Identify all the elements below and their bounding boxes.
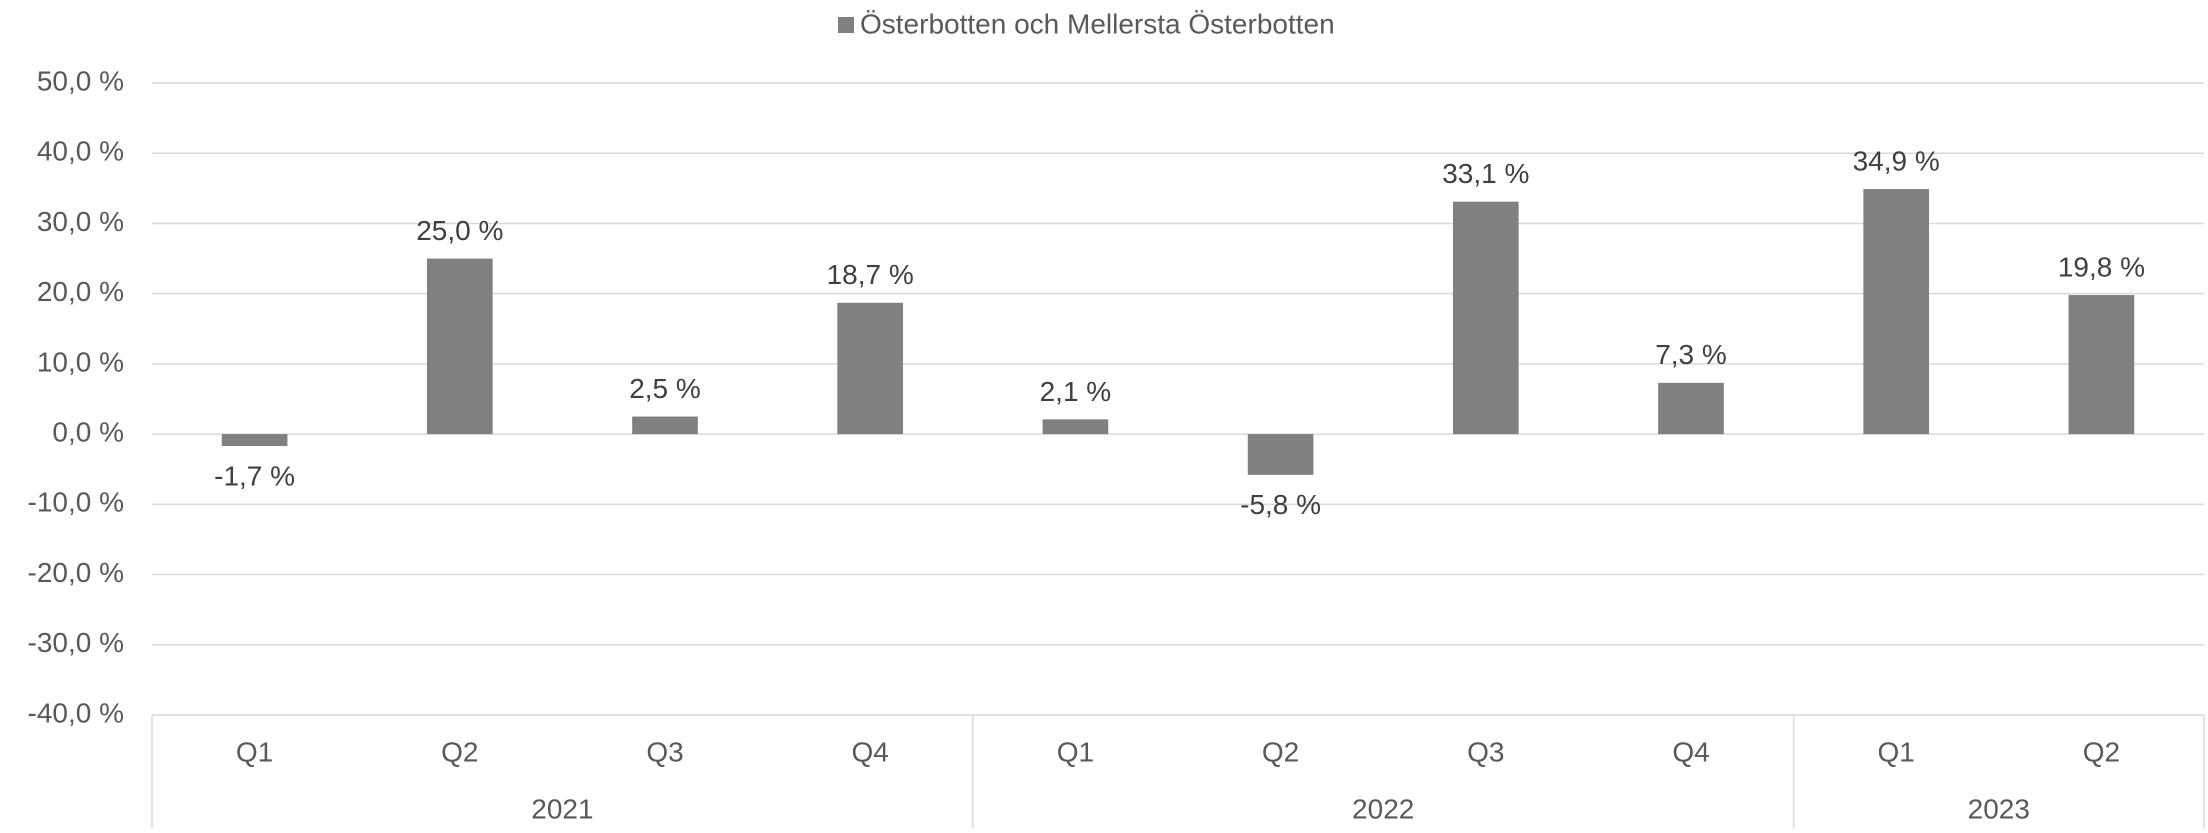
legend-swatch bbox=[838, 17, 854, 33]
data-label: 2,1 % bbox=[1040, 376, 1112, 407]
y-tick-label: 10,0 % bbox=[37, 346, 124, 377]
y-tick-label: 0,0 % bbox=[52, 417, 124, 448]
y-tick-label: -40,0 % bbox=[28, 697, 125, 728]
legend-label: Österbotten och Mellersta Österbotten bbox=[860, 8, 1335, 39]
x-tick-label: Q1 bbox=[1878, 736, 1915, 767]
bar bbox=[1247, 434, 1314, 475]
group-label: 2021 bbox=[531, 793, 593, 824]
y-tick-label: 20,0 % bbox=[37, 276, 124, 307]
group-label: 2023 bbox=[1968, 793, 2030, 824]
x-tick-label: Q4 bbox=[1672, 736, 1709, 767]
x-tick-label: Q2 bbox=[2083, 736, 2120, 767]
data-label: -5,8 % bbox=[1240, 489, 1321, 520]
data-label: -1,7 % bbox=[214, 460, 295, 491]
y-tick-label: -10,0 % bbox=[28, 487, 125, 518]
y-tick-label: 30,0 % bbox=[37, 206, 124, 237]
x-tick-label: Q2 bbox=[1262, 736, 1299, 767]
bar bbox=[426, 258, 493, 435]
bar bbox=[221, 434, 288, 447]
x-tick-label: Q3 bbox=[1467, 736, 1504, 767]
data-label: 19,8 % bbox=[2058, 251, 2145, 282]
bar bbox=[1452, 201, 1519, 435]
x-tick-label: Q4 bbox=[852, 736, 889, 767]
data-label: 7,3 % bbox=[1655, 339, 1727, 370]
bar bbox=[837, 302, 904, 435]
data-label: 2,5 % bbox=[629, 373, 701, 404]
x-tick-label: Q1 bbox=[1057, 736, 1094, 767]
y-tick-label: 40,0 % bbox=[37, 136, 124, 167]
data-label: 18,7 % bbox=[827, 259, 914, 290]
x-tick-label: Q2 bbox=[441, 736, 478, 767]
group-label: 2022 bbox=[1352, 793, 1414, 824]
y-tick-label: 50,0 % bbox=[37, 65, 124, 96]
bar bbox=[1042, 419, 1109, 435]
x-tick-label: Q3 bbox=[646, 736, 683, 767]
data-label: 25,0 % bbox=[416, 215, 503, 246]
bar bbox=[1863, 189, 1930, 435]
y-tick-label: -30,0 % bbox=[28, 627, 125, 658]
data-label: 34,9 % bbox=[1853, 145, 1940, 176]
bar bbox=[1658, 382, 1724, 435]
y-tick-label: -20,0 % bbox=[28, 557, 125, 588]
bar bbox=[632, 416, 698, 435]
bar bbox=[2068, 295, 2135, 435]
data-label: 33,1 % bbox=[1442, 158, 1529, 189]
x-tick-label: Q1 bbox=[236, 736, 273, 767]
